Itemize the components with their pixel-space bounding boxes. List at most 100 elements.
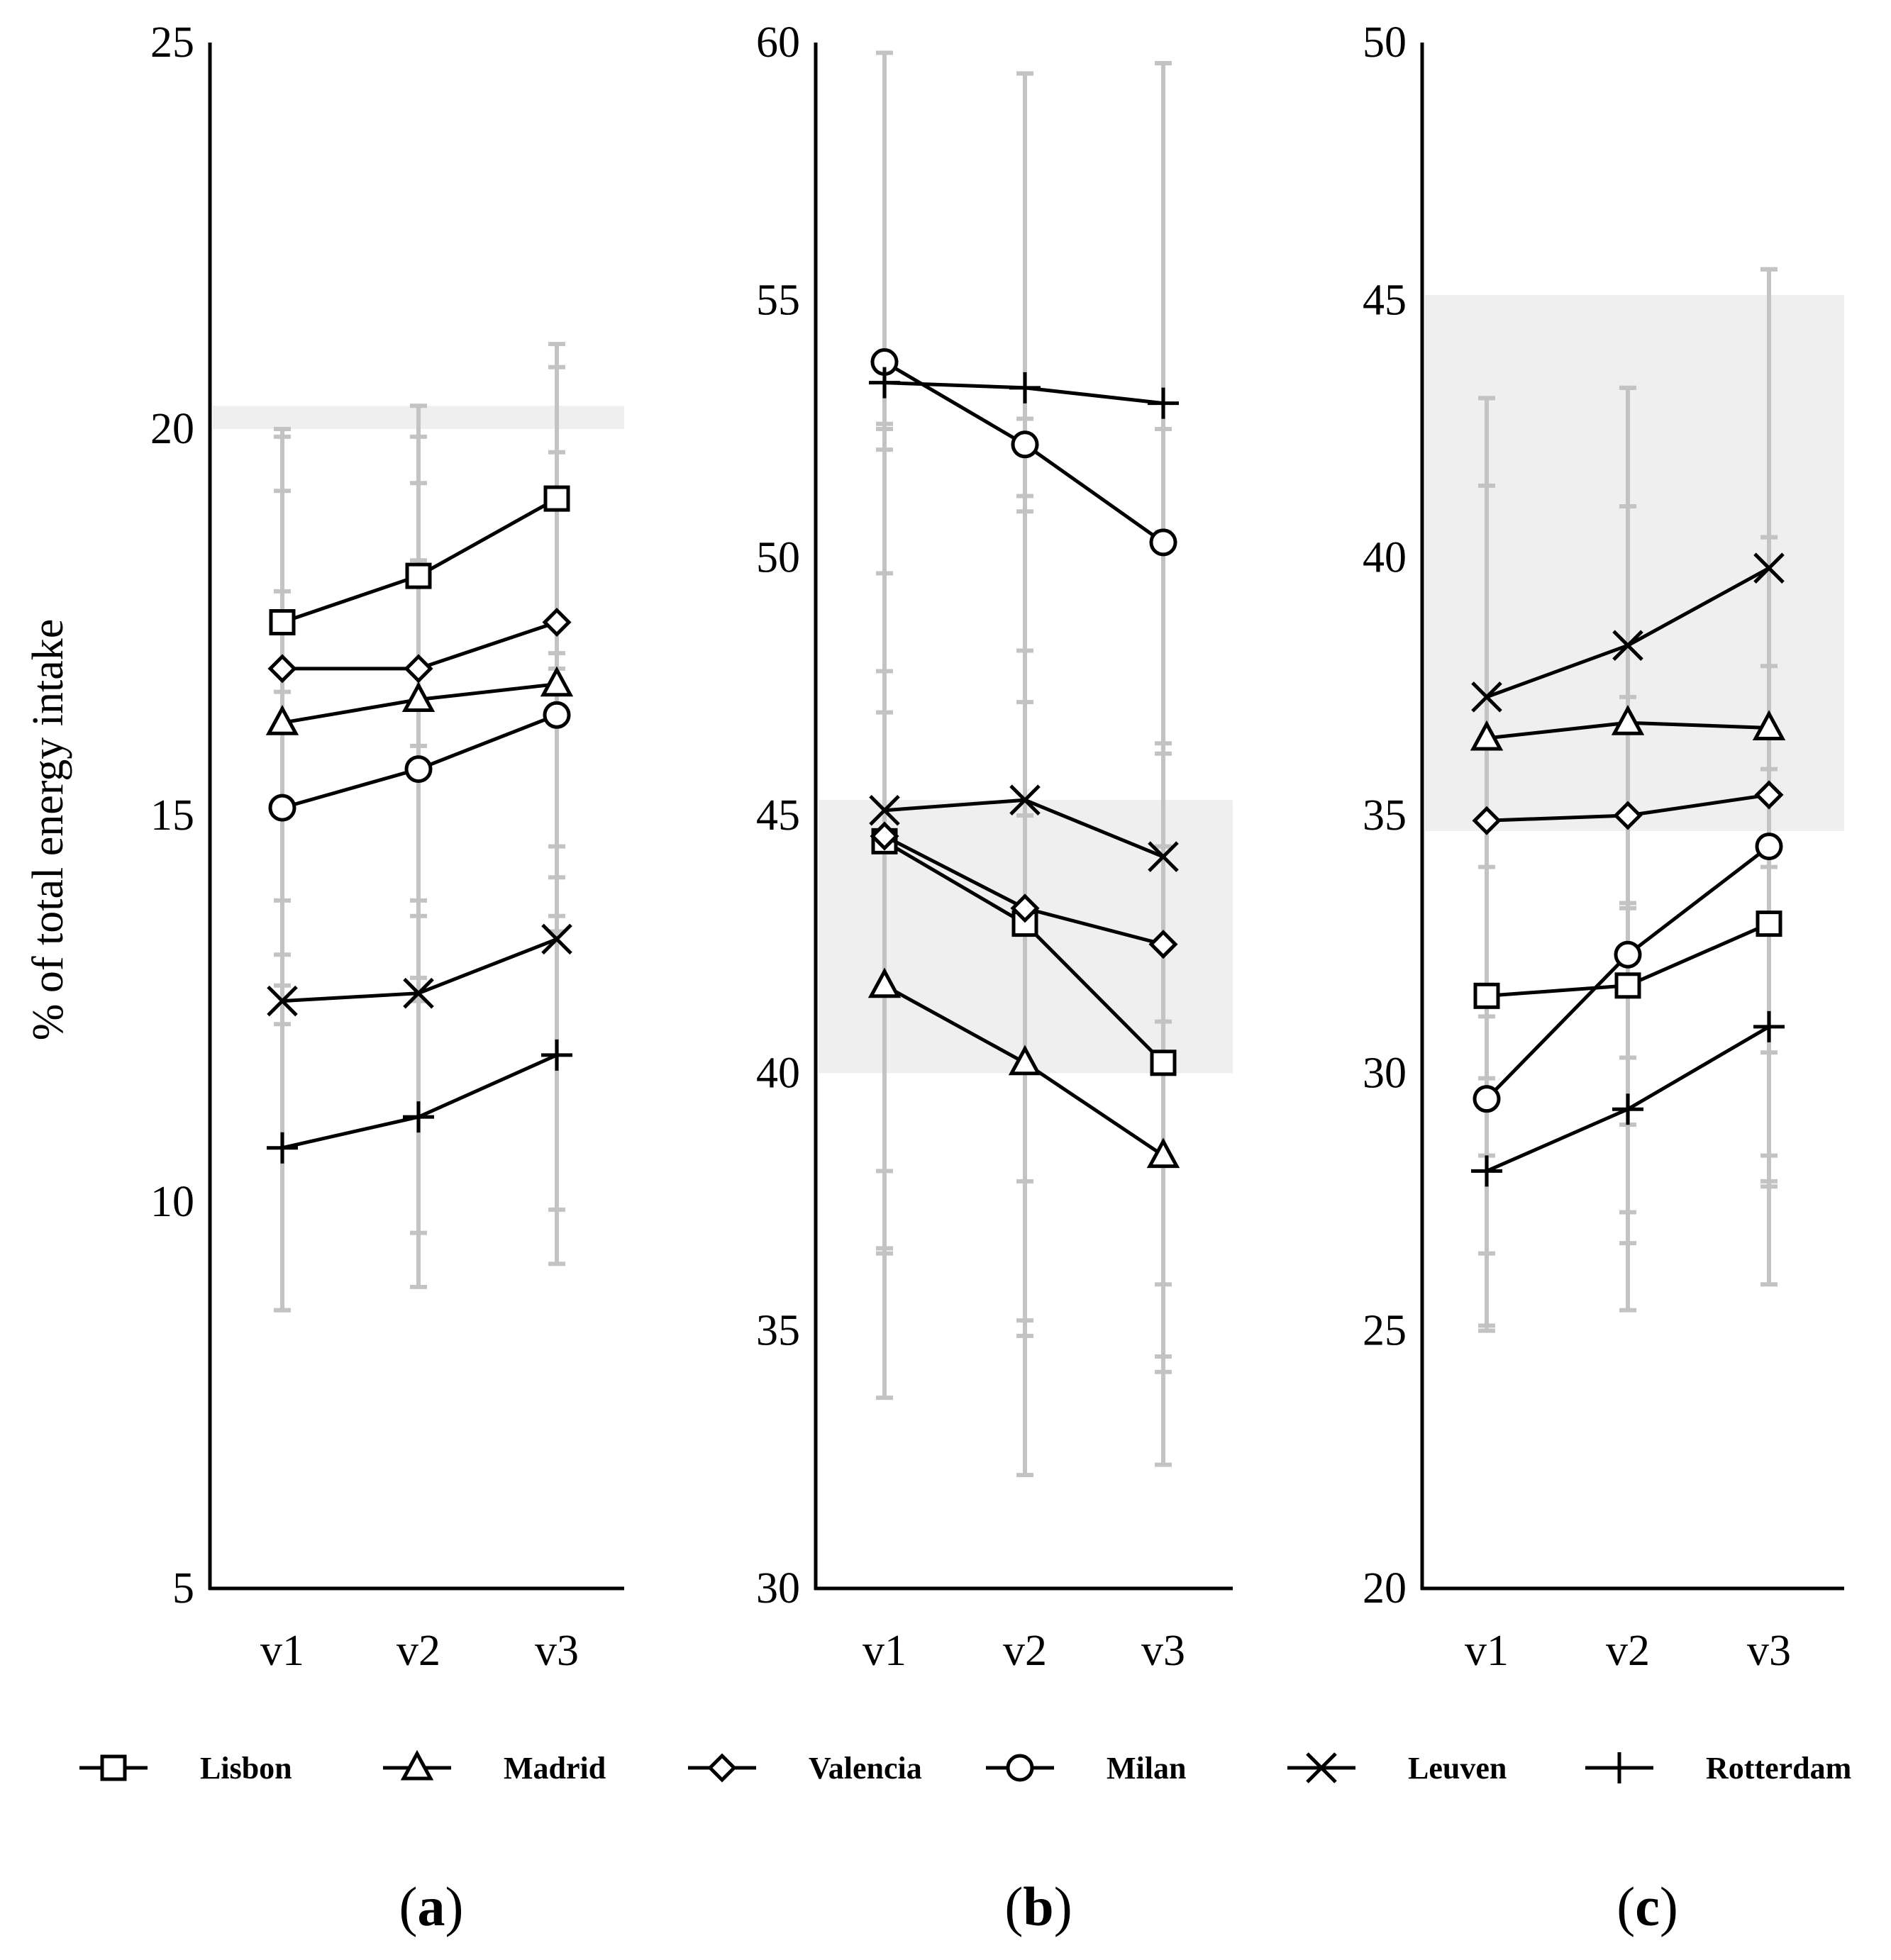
y-tick-label: 40	[1363, 534, 1407, 582]
legend-label: Valencia	[809, 1751, 922, 1786]
panel-label-close: )	[1054, 1876, 1072, 1937]
legend-item-leuven: Leuven	[1287, 1751, 1507, 1786]
y-tick-label: 35	[756, 1307, 800, 1355]
x-tick-label: v2	[396, 1627, 440, 1675]
x-tick-label: v1	[260, 1627, 304, 1675]
data-point-lisbon	[1756, 911, 1782, 937]
panel-label: (a)	[399, 1876, 464, 1937]
data-point-rotterdam	[1471, 1155, 1502, 1187]
data-point-valencia	[1010, 893, 1040, 923]
y-tick-label: 40	[756, 1049, 800, 1097]
series-lisbon	[269, 485, 570, 635]
y-tick-label: 20	[1363, 1564, 1407, 1613]
series-madrid	[265, 666, 574, 735]
y-tick-label: 35	[1363, 791, 1407, 840]
legend-label: Milan	[1107, 1751, 1186, 1786]
y-tick-label: 50	[1363, 18, 1407, 67]
series-madrid	[867, 967, 1180, 1169]
data-point-rotterdam	[869, 367, 900, 399]
data-point-leuven-stroke-2	[1753, 552, 1785, 584]
panel-label-close: )	[1660, 1876, 1678, 1937]
series-leuven	[267, 923, 572, 1017]
legend-marker-rotterdam	[1604, 1752, 1635, 1783]
data-point-leuven	[1612, 630, 1643, 661]
data-point-rotterdam	[1612, 1093, 1643, 1125]
data-point-leuven-stroke-2	[1009, 784, 1041, 815]
panel-label-open: (	[1616, 1876, 1635, 1937]
series-rotterdam	[267, 1039, 572, 1164]
legend-label: Madrid	[504, 1751, 606, 1786]
data-point-milan	[404, 755, 433, 784]
series-lisbon	[1473, 911, 1782, 1009]
panel-a: 5 10 15 20 25 v1 v2 v3 % of total energy intake (…	[24, 18, 624, 1937]
data-point-valencia	[542, 607, 572, 637]
data-point-leuven	[541, 923, 572, 955]
panel-label-close: )	[445, 1876, 464, 1937]
data-point-madrid	[1146, 1137, 1180, 1169]
y-tick-label: 30	[1363, 1049, 1407, 1097]
panel-label: (b)	[1004, 1876, 1072, 1937]
data-point-rotterdam	[541, 1039, 572, 1071]
x-tick-label: v2	[1606, 1627, 1650, 1675]
series-valencia	[1472, 780, 1784, 835]
legend-label: Lisbon	[200, 1751, 292, 1786]
data-point-lisbon	[1150, 1049, 1177, 1076]
panel-label-letter: c	[1635, 1876, 1660, 1937]
x-tick-label: v1	[863, 1627, 906, 1675]
data-point-madrid	[1752, 710, 1786, 740]
error-bars	[876, 50, 1172, 1478]
y-tick-label: 5	[172, 1564, 194, 1613]
data-point-rotterdam	[1753, 1010, 1785, 1042]
y-tick-label: 55	[756, 276, 800, 324]
panel-label-letter: a	[418, 1876, 445, 1937]
data-point-lisbon	[1473, 982, 1500, 1009]
legend-item-milan: Milan	[986, 1751, 1186, 1786]
y-tick-label: 20	[150, 405, 194, 453]
panel-label: (c)	[1616, 1876, 1678, 1937]
data-point-milan	[1473, 1085, 1501, 1113]
series-madrid	[1470, 704, 1786, 751]
legend-marker-madrid	[400, 1749, 434, 1781]
series-leuven	[1471, 552, 1785, 713]
series-milan	[268, 701, 571, 822]
y-tick-label: 60	[756, 18, 800, 67]
data-point-madrid	[1008, 1045, 1042, 1076]
data-point-valencia	[1754, 780, 1784, 810]
y-axis-title: % of total energy intake	[24, 619, 72, 1041]
error-bars	[274, 342, 565, 1313]
data-point-madrid	[867, 967, 902, 998]
y-tick-label: 45	[756, 791, 800, 840]
series-rotterdam	[869, 367, 1179, 419]
legend-marker-leuven-stroke-2	[1306, 1752, 1337, 1783]
data-point-leuven	[1753, 552, 1785, 584]
data-point-leuven	[1009, 784, 1041, 815]
legend-label: Leuven	[1408, 1751, 1507, 1786]
data-point-leuven-stroke-2	[1148, 841, 1179, 872]
series-milan	[1473, 833, 1783, 1113]
data-point-leuven-stroke-2	[869, 794, 900, 826]
data-point-leuven-stroke-2	[403, 977, 434, 1009]
panel-c: 20 25 30 35 40 45 50 v1 v2 v3 (c)	[1363, 18, 1844, 1937]
data-point-valencia	[1148, 930, 1178, 959]
data-point-leuven	[403, 977, 434, 1009]
y-tick-label: 45	[1363, 276, 1407, 324]
data-point-madrid	[1611, 704, 1645, 735]
data-point-rotterdam	[267, 1132, 298, 1164]
data-point-leuven-stroke-2	[1471, 681, 1502, 713]
data-point-lisbon	[405, 562, 432, 589]
legend-marker-valencia	[707, 1753, 737, 1783]
data-point-valencia	[267, 654, 297, 684]
panel-label-open: (	[399, 1876, 418, 1937]
legend-marker-milan	[1006, 1754, 1034, 1782]
x-tick-label: v1	[1465, 1627, 1509, 1675]
data-point-lisbon	[1614, 972, 1641, 999]
legend: Lisbon Madrid Valencia Milan Leuven Rotterdam	[79, 1749, 1851, 1786]
legend-item-rotterdam: Rotterdam	[1585, 1751, 1851, 1786]
x-tick-label: v3	[1141, 1627, 1185, 1675]
data-point-rotterdam	[403, 1101, 434, 1133]
y-tick-label: 10	[150, 1178, 194, 1226]
series-rotterdam	[1471, 1010, 1785, 1187]
series-valencia	[267, 607, 572, 684]
data-point-leuven-stroke-2	[1612, 630, 1643, 661]
